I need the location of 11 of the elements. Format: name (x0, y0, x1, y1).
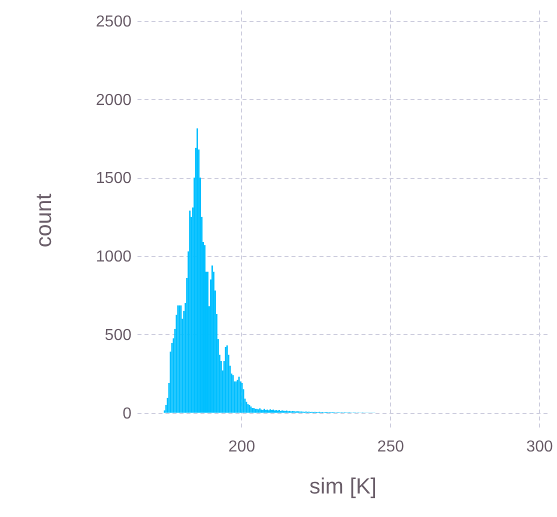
y-tick-label: 2000 (96, 92, 132, 109)
y-tick-label: 1000 (96, 248, 132, 266)
y-tick-label: 500 (104, 326, 132, 344)
x-tick-label: 200 (228, 438, 256, 456)
x-tick-label: 300 (526, 438, 554, 456)
y-tick-label: 2500 (96, 13, 132, 30)
y-tick-label: 0 (122, 405, 132, 422)
y-axis-title: count (30, 194, 56, 248)
x-axis-title: sim [K] (309, 474, 377, 498)
y-tick-label: 1500 (96, 170, 132, 188)
x-tick-label: 250 (377, 438, 404, 456)
